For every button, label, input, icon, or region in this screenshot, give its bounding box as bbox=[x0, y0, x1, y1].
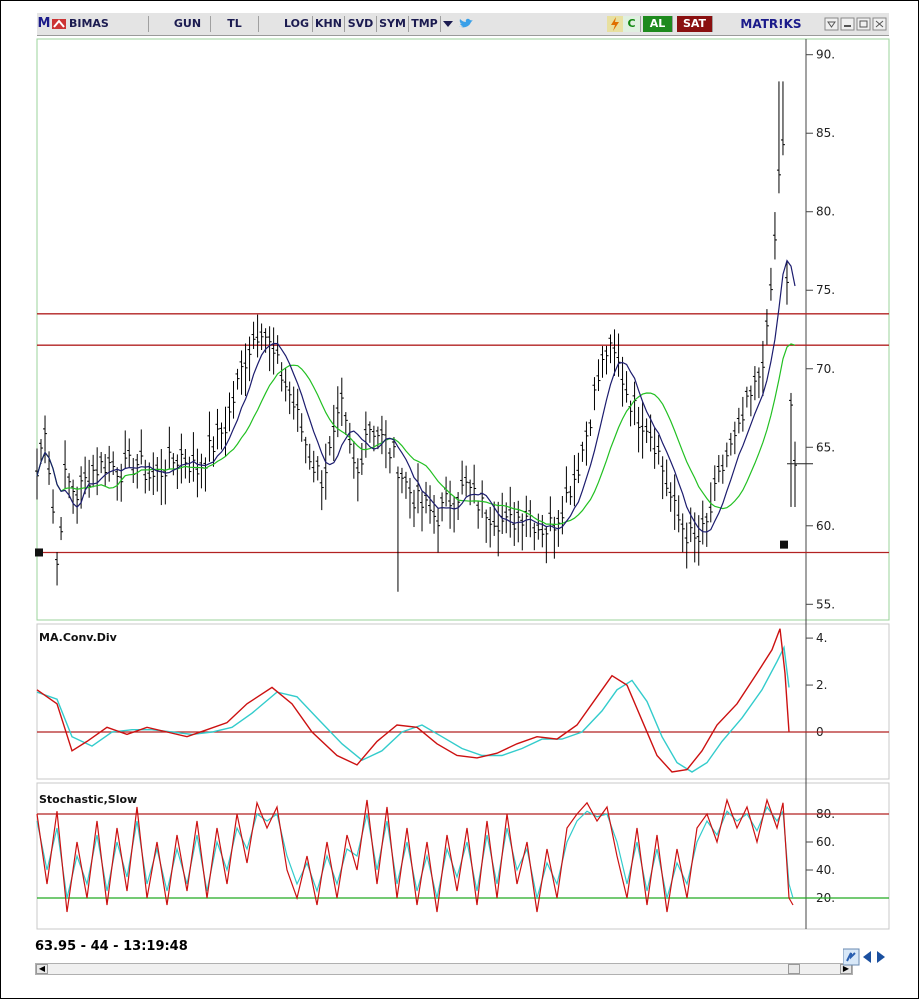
price-y-tick-label: 80. bbox=[816, 205, 835, 219]
ma-slow-line bbox=[36, 343, 796, 526]
price-y-tick-label: 60. bbox=[816, 519, 835, 533]
stoch-title: Stochastic,Slow bbox=[39, 793, 137, 806]
price-panel: 90. 85. 80. 75. 70. 65. 60. 55. bbox=[35, 48, 889, 611]
window-controls bbox=[823, 16, 887, 32]
macd-panel: MA.Conv.Div 4.2.0 bbox=[36, 628, 889, 773]
nav-controls-icon[interactable] bbox=[842, 947, 887, 967]
cursor-readout: 63.95 - 44 - 13:19:48 bbox=[35, 939, 188, 954]
symbol-field[interactable]: BIMAS bbox=[67, 16, 149, 32]
ma-fast-line bbox=[36, 259, 796, 533]
macd-y-tick-label: 2. bbox=[816, 678, 827, 692]
macd-title: MA.Conv.Div bbox=[39, 631, 118, 644]
scroll-left-icon[interactable]: ◀ bbox=[36, 964, 48, 974]
price-y-tick-label: 70. bbox=[816, 362, 835, 376]
tmp-button[interactable]: TMP bbox=[409, 16, 441, 32]
horizontal-scrollbar[interactable]: ◀ ▶ bbox=[35, 963, 853, 975]
macd-y-tick-label: 4. bbox=[816, 631, 827, 645]
matriks-brand: MATR!KS bbox=[740, 17, 802, 31]
dropdown-arrow-icon[interactable] bbox=[441, 16, 455, 32]
price-panel-frame bbox=[36, 38, 890, 621]
stock-logo-icon bbox=[51, 16, 67, 32]
log-button[interactable]: LOG bbox=[281, 16, 313, 32]
end-marker bbox=[780, 540, 788, 549]
macd-panel-frame bbox=[36, 623, 890, 780]
bottom-bar: 63.95 - 44 - 13:19:48 bbox=[35, 936, 887, 964]
twitter-icon[interactable] bbox=[457, 16, 475, 32]
currency-button[interactable]: TL bbox=[211, 16, 259, 32]
price-y-tick-label: 90. bbox=[816, 48, 835, 62]
macd-signal-line bbox=[36, 645, 790, 773]
price-y-tick-label: 75. bbox=[816, 283, 835, 297]
c-button[interactable]: C bbox=[623, 16, 641, 32]
price-y-tick-label: 55. bbox=[816, 597, 835, 611]
chart-toolbar: M BIMAS GUN TL LOG KHN SVD SYM TMP C AL … bbox=[37, 13, 889, 36]
price-y-tick-label: 65. bbox=[816, 440, 835, 454]
svd-button[interactable]: SVD bbox=[345, 16, 377, 32]
start-marker bbox=[35, 548, 43, 557]
sym-button[interactable]: SYM bbox=[377, 16, 409, 32]
khn-button[interactable]: KHN bbox=[313, 16, 345, 32]
stoch-y-tick-label: 40. bbox=[816, 863, 835, 877]
sell-button[interactable]: SAT bbox=[677, 16, 713, 32]
price-y-tick-label: 85. bbox=[816, 126, 835, 140]
scroll-thumb[interactable] bbox=[788, 964, 800, 974]
stoch-k-line bbox=[36, 797, 794, 913]
period-button[interactable]: GUN bbox=[165, 16, 211, 32]
matriks-logo: M bbox=[37, 16, 51, 31]
macd-line bbox=[36, 628, 790, 773]
lightning-icon[interactable] bbox=[607, 16, 623, 32]
buy-button[interactable]: AL bbox=[643, 16, 673, 32]
stoch-y-tick-label: 60. bbox=[816, 835, 835, 849]
